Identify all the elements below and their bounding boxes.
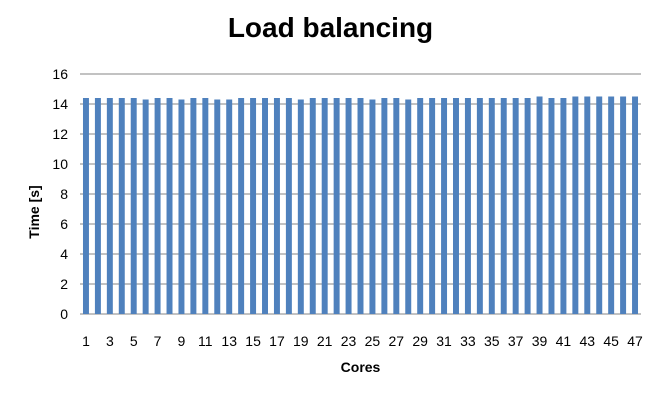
bar: [476, 98, 483, 314]
x-tick-label: 3: [106, 333, 114, 349]
y-tick-label: 6: [60, 216, 68, 232]
bar: [560, 98, 567, 314]
bar: [632, 96, 639, 314]
bar: [166, 98, 173, 314]
bar: [309, 98, 316, 314]
bar: [238, 98, 245, 314]
bar: [94, 98, 101, 314]
bar: [130, 98, 137, 314]
x-tick-label: 27: [389, 333, 405, 349]
chart-title: Load balancing: [227, 12, 434, 43]
x-tick-label: 41: [556, 333, 572, 349]
bar: [405, 99, 412, 314]
x-tick-label: 35: [484, 333, 500, 349]
bar: [596, 96, 603, 314]
bar: [536, 96, 543, 314]
y-tick-label: 0: [60, 306, 68, 322]
y-tick-label: 10: [52, 156, 68, 172]
bar: [142, 99, 149, 314]
x-tick-label: 1: [82, 333, 90, 349]
bar: [273, 98, 280, 314]
x-tick-label: 43: [579, 333, 595, 349]
bar: [285, 98, 292, 314]
x-tick-label: 31: [436, 333, 452, 349]
bar: [154, 98, 161, 314]
bar: [321, 98, 328, 314]
bar: [464, 98, 471, 314]
bar: [369, 99, 376, 314]
bar: [417, 98, 424, 314]
bar: [333, 98, 340, 314]
y-tick-label: 12: [52, 126, 68, 142]
y-tick-label: 2: [60, 276, 68, 292]
x-tick-label: 37: [508, 333, 524, 349]
y-tick-label: 4: [60, 246, 68, 262]
y-tick-label: 8: [60, 186, 68, 202]
x-tick-label: 29: [412, 333, 428, 349]
bar: [620, 96, 627, 314]
bar: [82, 98, 89, 314]
x-tick-label: 19: [293, 333, 309, 349]
y-tick-label: 16: [52, 66, 68, 82]
bar: [226, 99, 233, 314]
x-tick-label: 7: [154, 333, 162, 349]
x-tick-label: 5: [130, 333, 138, 349]
bar: [381, 98, 388, 314]
bar: [262, 98, 268, 314]
bar: [250, 98, 257, 314]
bar: [297, 99, 304, 314]
bar: [524, 98, 531, 314]
x-tick-label: 47: [627, 333, 643, 349]
bar: [345, 98, 352, 314]
bar: [488, 98, 495, 314]
x-tick-label: 11: [198, 333, 213, 349]
x-tick-label: 45: [603, 333, 619, 349]
x-tick-label: 23: [341, 333, 357, 349]
x-tick-label: 33: [460, 333, 476, 349]
bar: [106, 98, 113, 314]
bar: [584, 96, 591, 314]
bar: [512, 98, 519, 314]
x-tick-label: 39: [532, 333, 548, 349]
bar: [548, 98, 555, 314]
bar: [202, 98, 209, 314]
bar: [441, 98, 448, 314]
bar: [572, 96, 579, 314]
bar: [214, 99, 221, 314]
bar: [608, 96, 615, 314]
x-tick-label: 21: [317, 333, 333, 349]
bar: [178, 99, 185, 314]
x-tick-label: 25: [365, 333, 381, 349]
bar: [453, 98, 459, 314]
bar: [118, 98, 125, 314]
bar: [190, 98, 197, 314]
x-tick-label: 17: [269, 333, 285, 349]
bar: [429, 98, 436, 314]
bar: [500, 98, 507, 314]
x-tick-label: 15: [245, 333, 261, 349]
y-tick-label: 14: [52, 96, 68, 112]
x-axis-label: Cores: [340, 359, 381, 375]
bar: [357, 98, 364, 314]
x-tick-label: 13: [221, 333, 237, 349]
x-tick-label: 9: [178, 333, 186, 349]
bar: [393, 98, 400, 314]
